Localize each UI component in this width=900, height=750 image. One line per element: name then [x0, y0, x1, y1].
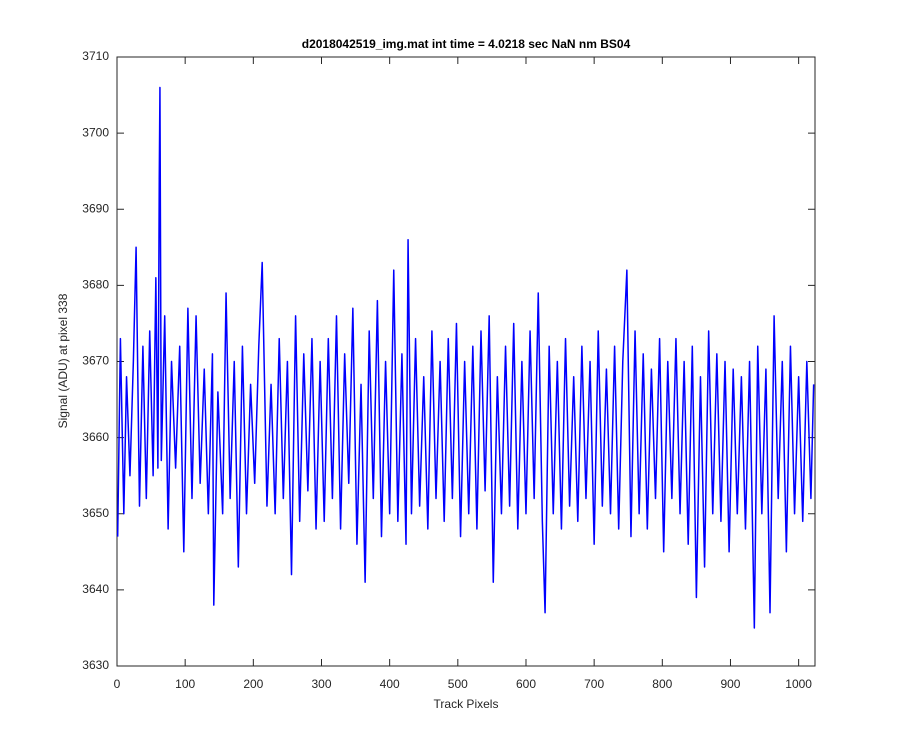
x-tick-label: 100: [175, 677, 195, 691]
y-tick-label: 3650: [82, 506, 109, 520]
chart-title: d2018042519_img.mat int time = 4.0218 se…: [302, 37, 631, 51]
x-tick-label: 300: [311, 677, 331, 691]
x-tick-label: 900: [720, 677, 740, 691]
x-axis-label: Track Pixels: [434, 697, 499, 711]
data-line: [116, 86, 815, 629]
y-tick-label: 3690: [82, 201, 109, 215]
x-tick-label: 500: [448, 677, 468, 691]
y-tick-label: 3640: [82, 582, 109, 596]
x-tick-label: 700: [584, 677, 604, 691]
x-tick-label: 600: [516, 677, 536, 691]
x-tick-label: 1000: [785, 677, 812, 691]
x-tick-label: 800: [652, 677, 672, 691]
y-tick-label: 3630: [82, 658, 109, 672]
x-tick-label: 400: [380, 677, 400, 691]
y-tick-label: 3660: [82, 430, 109, 444]
y-tick-label: 3670: [82, 354, 109, 368]
y-tick-label: 3710: [82, 49, 109, 63]
x-tick-label: 200: [243, 677, 263, 691]
y-axis-label: Signal (ADU) at pixel 338: [56, 293, 70, 428]
y-tick-label: 3680: [82, 278, 109, 292]
y-tick-label: 3700: [82, 125, 109, 139]
x-tick-label: 0: [114, 677, 121, 691]
plot-box: [116, 56, 816, 667]
